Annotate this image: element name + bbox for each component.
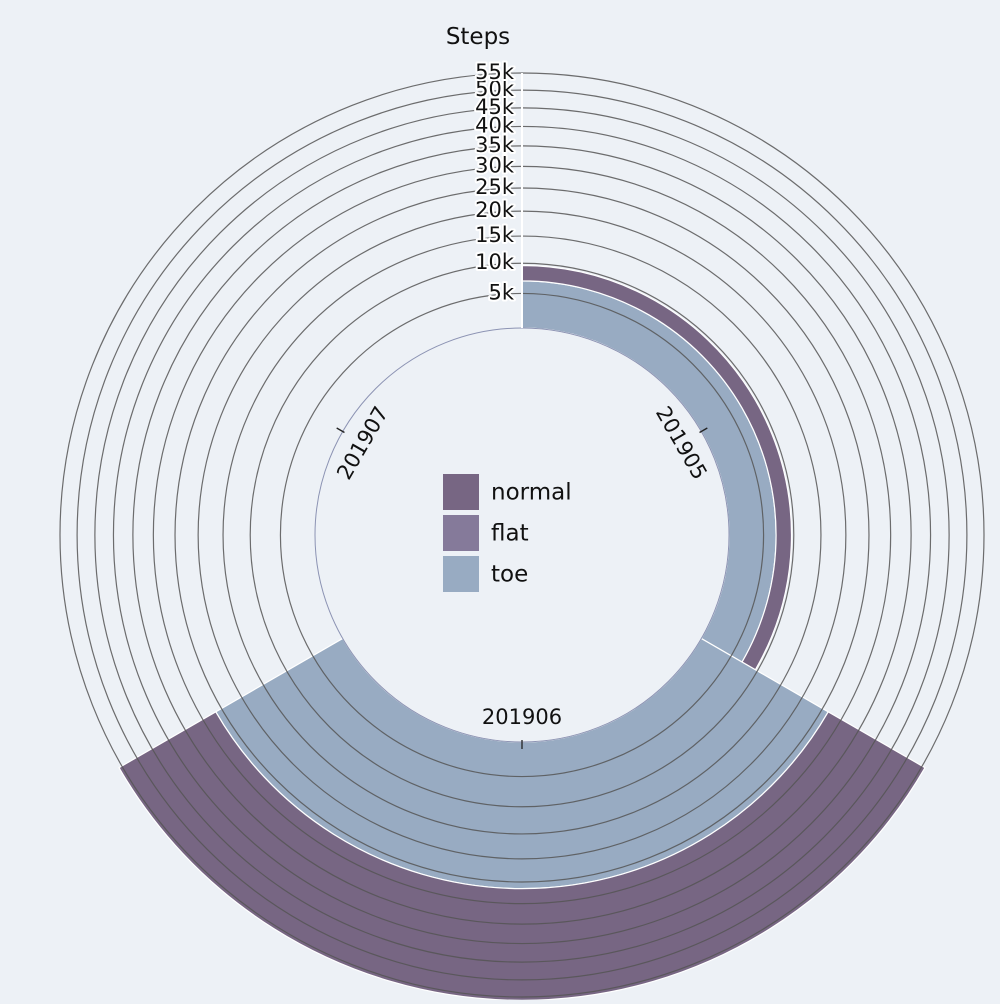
tick-label-15k: 15k	[475, 223, 515, 247]
tick-label-5k: 5k	[488, 280, 514, 304]
legend-label-toe: toe	[491, 562, 528, 588]
legend: normal flat toe	[443, 474, 572, 592]
tick-label-50k: 50k	[475, 77, 515, 101]
category-tick-201905	[699, 427, 708, 434]
tick-label-20k: 20k	[475, 198, 515, 222]
bar-toe-201905	[521, 280, 777, 663]
legend-label-flat: flat	[491, 521, 529, 547]
tick-label-35k: 35k	[475, 133, 515, 157]
tick-label-55k: 55k	[475, 60, 515, 84]
tick-label-40k: 40k	[475, 113, 515, 137]
legend-swatch-toe	[443, 556, 479, 592]
chart-title: Steps	[446, 24, 510, 50]
tick-label-45k: 45k	[475, 95, 515, 119]
legend-swatch-normal	[443, 474, 479, 510]
tick-label-30k: 30k	[475, 153, 515, 177]
bar-normal-201906	[118, 710, 926, 1001]
category-label-201907: 201907	[332, 402, 393, 483]
legend-label-normal: normal	[491, 480, 572, 506]
tick-label-25k: 25k	[475, 175, 515, 199]
category-label-201906: 201906	[482, 705, 562, 729]
tick-label-10k: 10k	[475, 250, 515, 274]
category-tick-201907	[336, 427, 345, 434]
legend-swatch-flat	[443, 515, 479, 551]
